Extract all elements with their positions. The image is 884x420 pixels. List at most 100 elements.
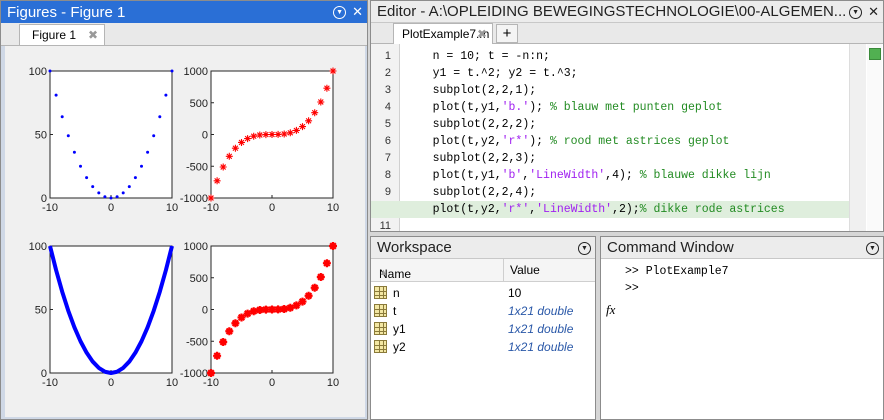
editor-window: Editor - A:\OPLEIDING BEWEGINGSTECHNOLOG… (370, 0, 884, 232)
code-token: % blauwe dikke lijn (639, 169, 771, 182)
code-line[interactable]: subplot(2,2,4); (371, 184, 850, 201)
figure-canvas: -10 0 10 0 50 100 -10 0 10 -1000 -500 0 500 1000 -10 0 1… (5, 46, 365, 417)
code-line[interactable]: subplot(2,2,1); (371, 82, 850, 99)
data-point (280, 304, 289, 313)
y-tick-label: 1000 (184, 241, 208, 253)
data-point (97, 191, 101, 195)
data-point (158, 115, 162, 119)
chevron-down-icon[interactable]: ▼ (333, 5, 347, 19)
data-point (164, 93, 168, 97)
line-number: 11 (379, 220, 391, 232)
data-point (207, 369, 215, 377)
new-tab-button[interactable]: + (496, 24, 518, 43)
code-line[interactable]: y1 = t.^2; y2 = t.^3; (371, 65, 850, 82)
command-prompt[interactable]: >> (625, 282, 639, 295)
data-point (219, 163, 227, 171)
code-line[interactable]: subplot(2,2,3); (371, 150, 850, 167)
code-line[interactable]: plot(t,y2,'r*'); % rood met astrices gep… (371, 133, 850, 150)
data-point (170, 69, 174, 73)
code-token: subplot(2,2,4); (405, 186, 537, 199)
variable-value: 1x21 double (508, 304, 574, 318)
command-window-titlebar[interactable]: Command Window ▼ (601, 237, 883, 259)
data-point (54, 93, 58, 97)
code-token: subplot(2,2,1); (405, 84, 537, 97)
code-line[interactable]: plot(t,y1,'b','LineWidth',4); % blauwe d… (371, 167, 850, 184)
variable-name: n (393, 286, 400, 300)
data-point (60, 115, 64, 119)
code-token: , (529, 203, 537, 216)
data-point (261, 305, 270, 314)
code-token: ); (529, 101, 550, 114)
data-point (213, 177, 221, 185)
figure-title-buttons: ▼ ✕ (333, 1, 363, 23)
workspace-variable-row[interactable]: n 10 (371, 284, 595, 302)
data-point (121, 191, 125, 195)
tab-figure-1[interactable]: Figure 1 ✖ (19, 24, 105, 45)
data-point (316, 272, 325, 281)
code-line[interactable]: n = 10; t = -n:n; (371, 48, 850, 65)
code-token: subplot(2,2,2); (405, 118, 537, 131)
data-point (48, 69, 52, 73)
close-icon[interactable]: ✕ (352, 4, 363, 19)
command-body[interactable]: >> PlotExample7 fx >> (601, 259, 883, 419)
code-line[interactable] (371, 218, 850, 231)
workspace-variable-row[interactable]: y2 1x21 double (371, 338, 595, 356)
close-tab-icon[interactable]: ✖ (476, 27, 487, 41)
column-value-header[interactable]: Value (510, 263, 540, 277)
code-token: ,4); (605, 169, 640, 182)
code-token: % blauw met punten geplot (549, 101, 723, 114)
chevron-down-icon[interactable]: ▼ (578, 241, 591, 255)
chevron-down-icon[interactable]: ▼ (866, 241, 879, 255)
code-area[interactable]: n = 10; t = -n:n; y1 = t.^2; y2 = t.^3; … (371, 44, 850, 231)
code-token: plot(t,y1, (405, 169, 502, 182)
code-token: 'LineWidth' (529, 169, 606, 182)
workspace-title-buttons: ▼ (578, 237, 591, 258)
code-analyzer-bar (867, 44, 882, 231)
workspace-variable-row[interactable]: t 1x21 double (371, 302, 595, 320)
editor-titlebar[interactable]: Editor - A:\OPLEIDING BEWEGINGSTECHNOLOG… (371, 1, 883, 23)
x-tick-label: 0 (269, 202, 275, 214)
data-point (231, 319, 240, 328)
chevron-down-icon[interactable]: ▼ (849, 5, 863, 19)
data-point (256, 131, 264, 139)
data-point (274, 305, 283, 314)
data-point (274, 130, 282, 138)
code-line[interactable]: plot(t,y1,'b.'); % blauw met punten gepl… (371, 99, 850, 116)
y-tick-label: 500 (190, 98, 208, 110)
data-point (85, 176, 89, 180)
y-tick-label: -500 (186, 161, 208, 173)
series-line (48, 245, 174, 375)
figure-titlebar[interactable]: Figures - Figure 1 ▼ ✕ (1, 1, 367, 23)
data-point (255, 306, 264, 315)
tab-plotexample7-label: PlotExample7.m (402, 27, 490, 41)
editor-scrollbar[interactable] (849, 44, 866, 231)
y-tick-label: 500 (190, 273, 208, 285)
variable-icon (374, 322, 387, 335)
code-ok-indicator[interactable] (869, 48, 881, 60)
line-number-gutter: 1234567891011 (371, 44, 400, 231)
close-tab-icon[interactable]: ✖ (87, 28, 98, 42)
function-browser-icon[interactable]: fx (606, 302, 616, 317)
data-point (298, 297, 307, 306)
variable-value: 1x21 double (508, 340, 574, 354)
data-point (103, 195, 107, 199)
data-point (280, 130, 288, 138)
data-point (286, 303, 295, 312)
line-number: 6 (384, 135, 391, 147)
close-icon[interactable]: ✕ (868, 4, 879, 19)
data-point (304, 291, 313, 300)
code-line[interactable]: plot(t,y2,'r*','LineWidth',2);% dikke ro… (371, 201, 850, 218)
code-token: plot(t,y2, (405, 135, 502, 148)
data-point (329, 67, 337, 75)
workspace-variable-row[interactable]: y1 1x21 double (371, 320, 595, 338)
code-token: , (522, 169, 530, 182)
column-divider[interactable] (503, 259, 504, 281)
x-tick-label: 10 (166, 202, 178, 214)
y-tick-label: -500 (186, 336, 208, 348)
data-point (305, 117, 313, 125)
x-tick-label: 10 (327, 377, 339, 389)
code-line[interactable]: subplot(2,2,2); (371, 116, 850, 133)
workspace-titlebar[interactable]: Workspace ▼ (371, 237, 595, 259)
tab-plotexample7[interactable]: PlotExample7.m ✖ (393, 23, 493, 44)
data-point (219, 338, 228, 347)
